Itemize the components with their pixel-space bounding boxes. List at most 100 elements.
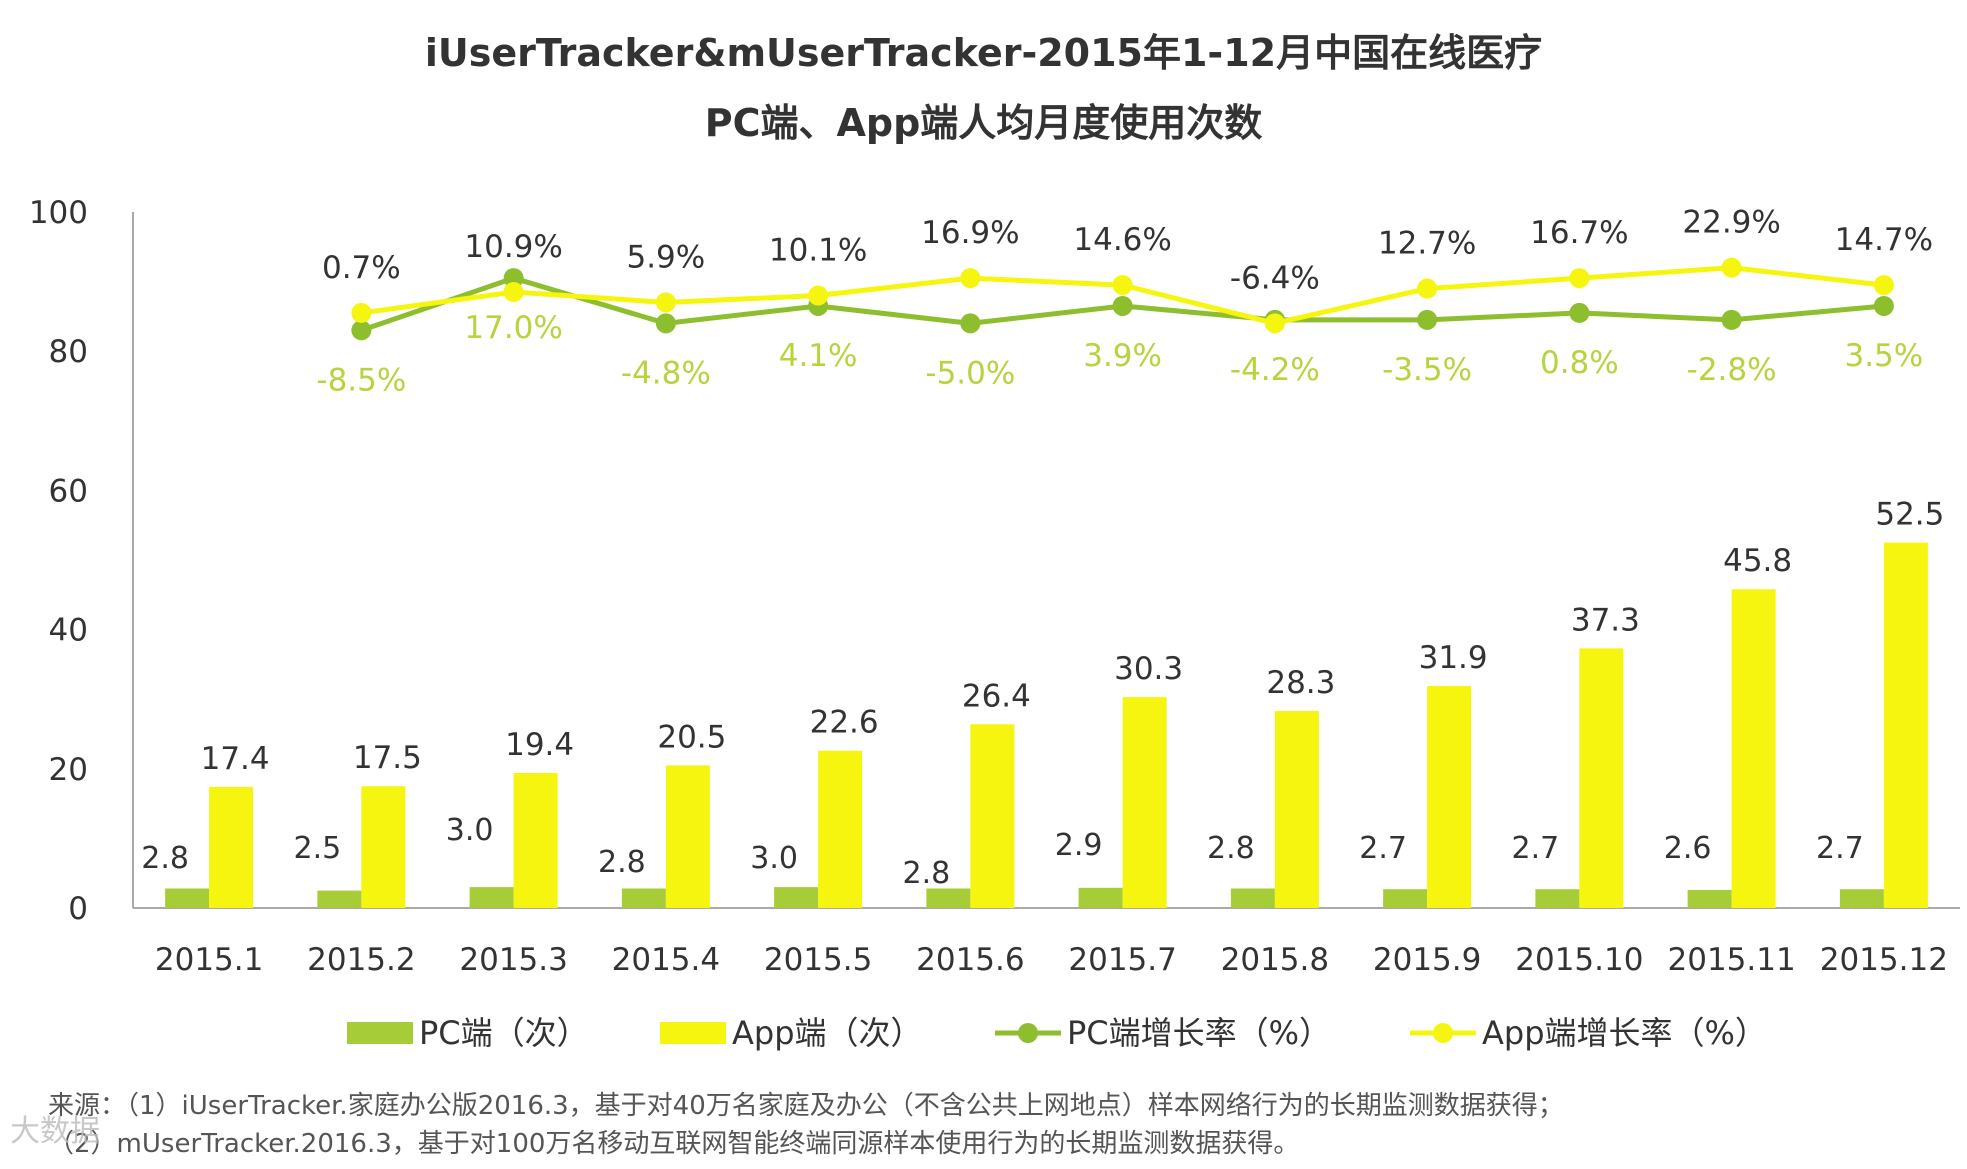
legend-app-swatch [660, 1022, 726, 1044]
x-tick-label: 2015.8 [1221, 942, 1329, 978]
app-bar [209, 786, 254, 908]
pc-bar [1383, 889, 1428, 908]
pc-growth-label: -4.2% [1230, 352, 1320, 388]
legend-app-label: App端（次） [732, 1014, 923, 1052]
app-growth-label: 22.9% [1682, 205, 1780, 241]
app-bar [1274, 711, 1319, 908]
app-bar [970, 724, 1015, 908]
app-bar [1427, 685, 1472, 908]
legend-app-growth-label: App端增长率（%） [1482, 1014, 1767, 1052]
pc-growth-label: -4.8% [621, 355, 711, 391]
app-growth-label: -6.4% [1230, 260, 1320, 296]
app-bar [665, 765, 710, 908]
source-note-line1: 来源：（1）iUserTracker.家庭办公版2016.3，基于对40万名家庭… [48, 1091, 1564, 1121]
app-growth-label: 12.7% [1378, 226, 1476, 262]
app-growth-point [351, 302, 372, 323]
pc-growth-point [960, 313, 981, 334]
app-growth-point [1112, 275, 1133, 296]
app-growth-label: 16.7% [1530, 215, 1628, 251]
y-tick-label: 80 [49, 334, 88, 370]
pc-bar [1078, 887, 1123, 908]
app-growth-point [1873, 275, 1894, 296]
pc-growth-label: -2.8% [1687, 352, 1777, 388]
pc-growth-label: -5.0% [925, 355, 1015, 391]
pc-bar [469, 887, 514, 908]
app-bar-label: 31.9 [1419, 640, 1488, 676]
pc-growth-label: 3.9% [1083, 338, 1162, 374]
pc-bar-label: 2.7 [1816, 831, 1864, 866]
app-growth-point [1569, 268, 1590, 289]
pc-bar [774, 887, 819, 908]
app-bar-label: 22.6 [810, 705, 879, 741]
app-growth-point [1264, 313, 1285, 334]
app-growth-label: 14.7% [1835, 222, 1933, 258]
pc-growth-label: 17.0% [464, 310, 562, 346]
app-bar [1731, 589, 1776, 908]
pc-bar-label: 2.7 [1359, 831, 1407, 866]
y-tick-label: 100 [29, 195, 88, 231]
chart-title-line1: iUserTracker&mUserTracker-2015年1-12月中国在线… [424, 31, 1543, 75]
app-growth-label: 10.9% [464, 229, 562, 265]
pc-growth-point [503, 268, 524, 289]
pc-bar [1535, 889, 1580, 908]
legend-pc-growth-swatch-point [1018, 1023, 1038, 1043]
app-bar-label: 28.3 [1266, 665, 1335, 701]
app-growth-label: 16.9% [921, 215, 1019, 251]
app-bar [818, 750, 863, 908]
pc-bar-label: 2.5 [294, 831, 342, 866]
app-bar-label: 17.4 [201, 741, 270, 777]
x-tick-label: 2015.9 [1373, 942, 1481, 978]
pc-bar-label: 2.8 [1207, 831, 1255, 866]
y-tick-label: 40 [49, 613, 88, 649]
x-tick-label: 2015.7 [1068, 942, 1176, 978]
chart-title-line2: PC端、App端人均月度使用次数 [704, 101, 1263, 145]
pc-bar-label: 2.6 [1664, 831, 1712, 866]
x-tick-label: 2015.12 [1820, 942, 1948, 978]
app-bar-label: 20.5 [657, 719, 726, 755]
app-growth-label: 14.6% [1073, 222, 1171, 258]
app-growth-point [655, 292, 676, 313]
pc-bar-label: 2.8 [598, 845, 646, 880]
source-note-line2: （2）mUserTracker.2016.3，基于对100万名移动互联网智能终端… [48, 1129, 1300, 1159]
app-bar [1122, 697, 1167, 908]
x-tick-label: 2015.10 [1515, 942, 1643, 978]
pc-bar [1687, 889, 1732, 908]
legend-app-growth-swatch-point [1433, 1023, 1453, 1043]
app-growth-point [1721, 257, 1742, 278]
pc-bar-label: 2.9 [1055, 828, 1103, 863]
app-growth-label: 10.1% [769, 233, 867, 269]
pc-growth-label: -3.5% [1382, 352, 1472, 388]
x-tick-label: 2015.2 [307, 942, 415, 978]
x-tick-label: 2015.3 [459, 942, 567, 978]
pc-bar [621, 888, 666, 908]
app-bar [1579, 648, 1624, 908]
pc-growth-point [351, 320, 372, 341]
app-growth-point [503, 282, 524, 303]
app-bar-label: 17.5 [353, 740, 422, 776]
pc-bar-label: 3.0 [750, 841, 798, 876]
pc-bar [1230, 888, 1275, 908]
y-tick-label: 20 [49, 752, 88, 788]
pc-growth-label: 0.8% [1540, 345, 1619, 381]
y-tick-label: 0 [68, 891, 88, 927]
x-tick-label: 2015.4 [612, 942, 720, 978]
pc-bar-label: 2.7 [1512, 831, 1560, 866]
app-bar-label: 45.8 [1723, 543, 1792, 579]
app-growth-label: 0.7% [322, 250, 401, 286]
app-bar [361, 786, 406, 908]
app-growth-point [1417, 278, 1438, 299]
pc-bar [926, 888, 971, 908]
pc-growth-label: 3.5% [1844, 338, 1923, 374]
pc-bar-label: 3.0 [446, 813, 494, 848]
pc-bar-label: 2.8 [903, 856, 951, 891]
app-growth-point [960, 268, 981, 289]
pc-bar [1839, 889, 1884, 908]
pc-growth-label: -8.5% [316, 362, 406, 398]
pc-growth-point [1569, 302, 1590, 323]
x-tick-label: 2015.6 [916, 942, 1024, 978]
pc-growth-point [1112, 295, 1133, 316]
pc-growth-point [655, 313, 676, 334]
app-bar [1883, 542, 1928, 908]
app-bar-label: 30.3 [1114, 651, 1183, 687]
